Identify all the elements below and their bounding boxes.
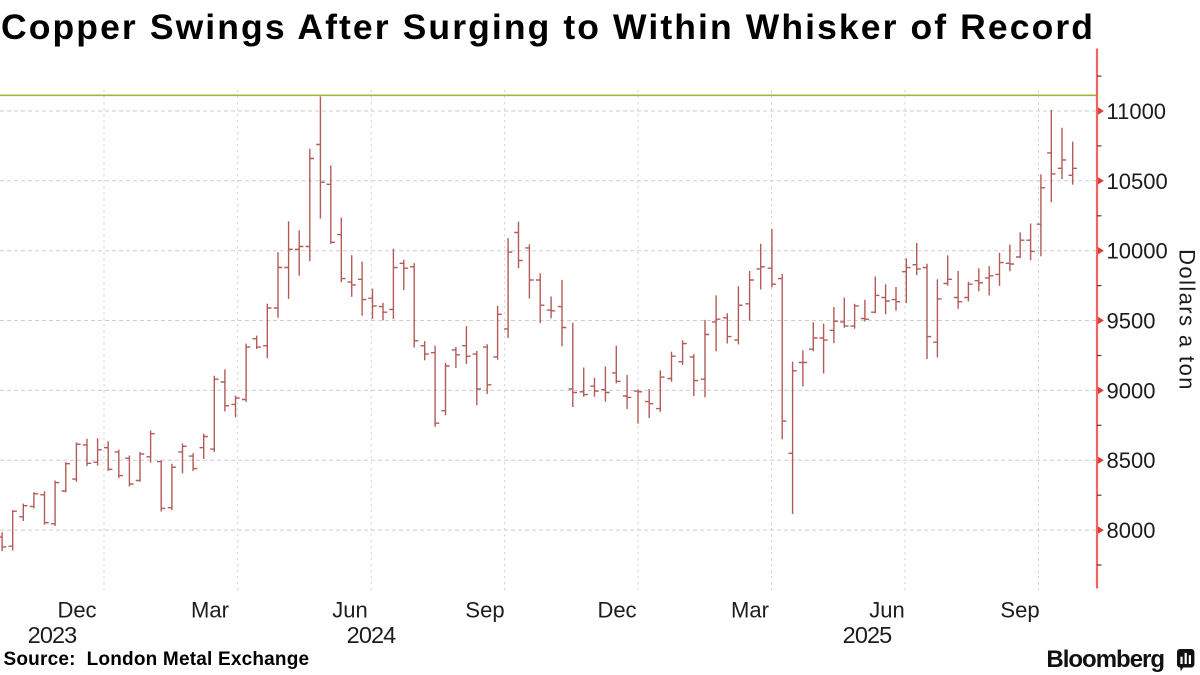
svg-text:8000: 8000 bbox=[1107, 518, 1156, 543]
svg-text:2025: 2025 bbox=[843, 622, 893, 648]
svg-text:9000: 9000 bbox=[1107, 378, 1156, 403]
svg-text:Jun: Jun bbox=[869, 597, 904, 622]
svg-text:2023: 2023 bbox=[28, 622, 78, 648]
svg-text:10000: 10000 bbox=[1107, 239, 1168, 264]
svg-text:Dec: Dec bbox=[597, 597, 636, 622]
svg-text:2024: 2024 bbox=[347, 622, 397, 648]
svg-text:8500: 8500 bbox=[1107, 448, 1156, 473]
svg-text:10500: 10500 bbox=[1107, 169, 1168, 194]
svg-text:Mar: Mar bbox=[731, 597, 769, 622]
svg-text:Sep: Sep bbox=[1000, 597, 1039, 622]
svg-text:Dollars a ton: Dollars a ton bbox=[1175, 249, 1200, 391]
svg-text:Dec: Dec bbox=[57, 597, 96, 622]
svg-text:Sep: Sep bbox=[465, 597, 504, 622]
svg-text:11000: 11000 bbox=[1107, 99, 1167, 124]
svg-text:Mar: Mar bbox=[191, 597, 229, 622]
svg-text:Jun: Jun bbox=[332, 597, 367, 622]
svg-text:9500: 9500 bbox=[1107, 309, 1156, 334]
